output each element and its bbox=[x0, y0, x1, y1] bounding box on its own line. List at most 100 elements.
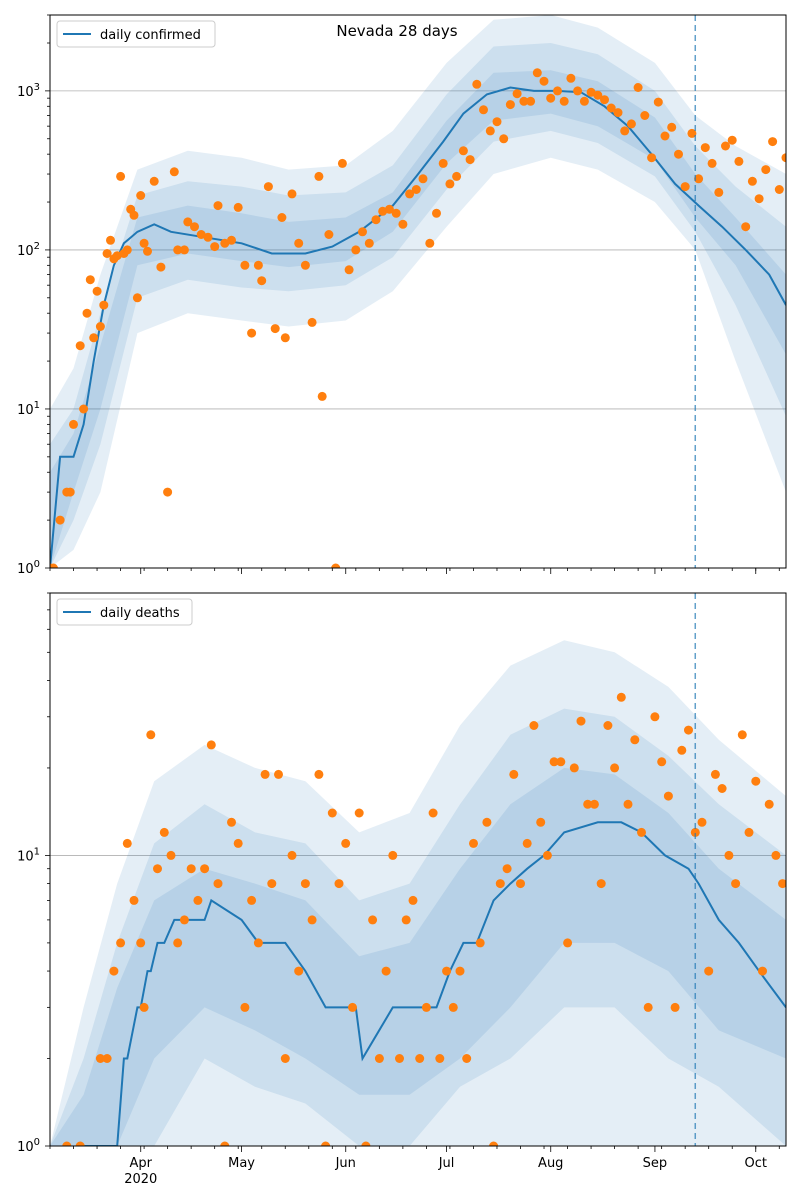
data-point bbox=[82, 308, 92, 318]
y-tick-label-exp: 0 bbox=[34, 1137, 40, 1148]
data-point bbox=[721, 141, 730, 151]
data-point bbox=[690, 827, 700, 837]
data-point bbox=[371, 215, 381, 225]
data-point bbox=[190, 222, 199, 232]
data-point bbox=[193, 895, 203, 905]
data-point bbox=[408, 895, 418, 905]
data-point bbox=[294, 966, 304, 976]
data-point bbox=[274, 769, 283, 779]
data-point bbox=[455, 966, 465, 976]
data-point bbox=[754, 194, 764, 204]
data-point bbox=[260, 769, 270, 779]
data-point bbox=[623, 799, 633, 809]
data-point bbox=[569, 763, 579, 773]
data-point bbox=[132, 293, 142, 303]
y-tick-label-exp: 3 bbox=[34, 82, 40, 93]
data-point bbox=[240, 1002, 250, 1012]
y-tick-label-exp: 0 bbox=[34, 559, 40, 570]
data-point bbox=[95, 322, 105, 331]
data-point bbox=[401, 915, 411, 925]
data-point bbox=[294, 238, 304, 248]
data-point bbox=[50, 563, 58, 568]
data-point bbox=[166, 850, 176, 860]
data-point bbox=[324, 230, 334, 239]
data-point bbox=[421, 1002, 431, 1012]
data-point bbox=[122, 245, 132, 255]
data-point bbox=[196, 230, 206, 239]
data-point bbox=[438, 158, 448, 168]
y-tick-label-exp: 1 bbox=[34, 846, 40, 857]
data-point bbox=[337, 158, 347, 168]
data-point bbox=[210, 242, 220, 252]
data-point bbox=[502, 864, 512, 874]
data-point bbox=[314, 171, 324, 181]
data-point bbox=[710, 769, 720, 779]
data-point bbox=[129, 895, 139, 905]
data-point bbox=[75, 341, 85, 351]
data-point bbox=[589, 799, 599, 809]
data-point bbox=[432, 208, 441, 218]
data-point bbox=[122, 838, 132, 848]
data-point bbox=[747, 176, 757, 186]
data-point bbox=[270, 324, 280, 334]
data-point bbox=[307, 915, 317, 925]
data-point bbox=[458, 146, 468, 156]
data-point bbox=[761, 165, 771, 175]
data-point bbox=[381, 966, 391, 976]
legend: daily confirmed bbox=[56, 20, 216, 48]
data-point bbox=[546, 93, 556, 103]
data-point bbox=[321, 1141, 331, 1146]
legend-box bbox=[56, 20, 216, 48]
y-tick-label-base: 10 bbox=[17, 1140, 34, 1155]
data-point bbox=[452, 171, 462, 181]
data-point bbox=[351, 245, 361, 255]
data-point bbox=[179, 245, 189, 255]
data-point bbox=[573, 86, 583, 96]
x-tick-label: Oct bbox=[745, 1156, 767, 1171]
data-point bbox=[116, 171, 126, 181]
data-point bbox=[411, 185, 421, 194]
data-point bbox=[159, 827, 169, 837]
data-point bbox=[637, 827, 646, 837]
data-point bbox=[277, 213, 287, 222]
data-point bbox=[505, 100, 515, 110]
data-point bbox=[65, 487, 75, 497]
band-inner bbox=[50, 70, 786, 568]
y-tick-label-base: 10 bbox=[17, 244, 34, 259]
data-point bbox=[774, 185, 784, 194]
data-point bbox=[479, 105, 488, 115]
data-point bbox=[768, 137, 778, 147]
data-point bbox=[758, 966, 767, 976]
data-point bbox=[398, 219, 408, 229]
y-tick-label: 100 bbox=[17, 559, 40, 577]
data-point bbox=[640, 111, 650, 120]
axes-frame bbox=[49, 14, 787, 569]
chart-title: Nevada 28 days bbox=[336, 22, 457, 40]
x-tick-label: Apr bbox=[129, 1156, 152, 1171]
data-point bbox=[677, 745, 687, 755]
data-point bbox=[526, 96, 536, 106]
data-point bbox=[781, 153, 786, 163]
data-point bbox=[247, 895, 257, 905]
data-point bbox=[519, 96, 529, 106]
data-point bbox=[532, 68, 542, 78]
legend-label: daily confirmed bbox=[100, 28, 201, 43]
data-point bbox=[99, 300, 109, 310]
data-point bbox=[257, 276, 267, 286]
data-point bbox=[583, 799, 593, 809]
data-point bbox=[287, 189, 297, 199]
data-point bbox=[633, 83, 643, 92]
data-point bbox=[606, 103, 616, 113]
data-point bbox=[267, 879, 277, 889]
data-point bbox=[687, 128, 697, 138]
data-point bbox=[415, 1054, 425, 1063]
data-point bbox=[62, 1141, 72, 1146]
data-point bbox=[482, 817, 492, 827]
data-point bbox=[563, 938, 573, 948]
legend-label: daily deaths bbox=[100, 606, 180, 621]
data-point bbox=[674, 149, 683, 159]
data-point bbox=[75, 1141, 85, 1146]
data-point bbox=[102, 1054, 112, 1063]
data-point bbox=[657, 757, 667, 767]
data-point bbox=[653, 97, 663, 107]
